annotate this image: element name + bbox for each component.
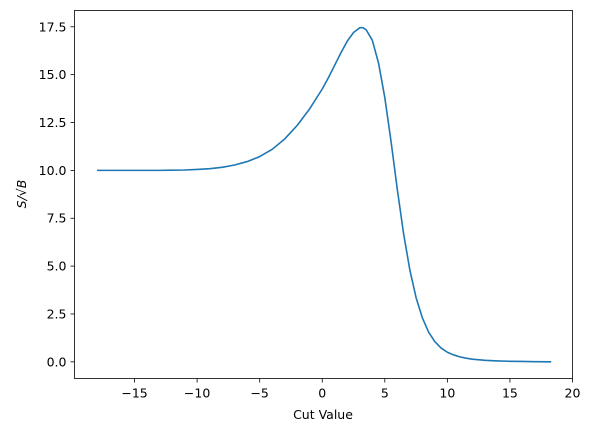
- y-tick-label: 5.0: [47, 259, 67, 274]
- x-tick-label: −10: [184, 386, 210, 401]
- x-axis-label: Cut Value: [293, 407, 353, 422]
- x-tick-label: 0: [318, 386, 326, 401]
- y-tick-label: 12.5: [39, 115, 67, 130]
- x-tick-label: 5: [381, 386, 389, 401]
- series-line-0: [97, 26, 552, 363]
- x-tick-label: 20: [565, 386, 581, 401]
- x-tick-label: −15: [121, 386, 147, 401]
- x-axis: −15 −10 −5 0 5 10 15 20: [121, 378, 581, 401]
- y-tick-label: 2.5: [47, 306, 67, 321]
- x-tick-label: 10: [439, 386, 455, 401]
- y-tick-label: 10.0: [39, 163, 67, 178]
- y-axis-label: S/√B: [14, 180, 29, 209]
- x-tick-label: −5: [250, 386, 268, 401]
- x-tick-label: 15: [502, 386, 518, 401]
- y-axis: 0.0 2.5 5.0 7.5 10.0 12.5 15.0 17.5: [39, 19, 75, 369]
- y-tick-label: 15.0: [39, 67, 67, 82]
- y-tick-label: 0.0: [47, 354, 67, 369]
- plot-area: [97, 26, 552, 363]
- plot-frame: [74, 10, 573, 379]
- y-tick-label: 17.5: [39, 19, 67, 34]
- y-tick-label: 7.5: [47, 211, 67, 226]
